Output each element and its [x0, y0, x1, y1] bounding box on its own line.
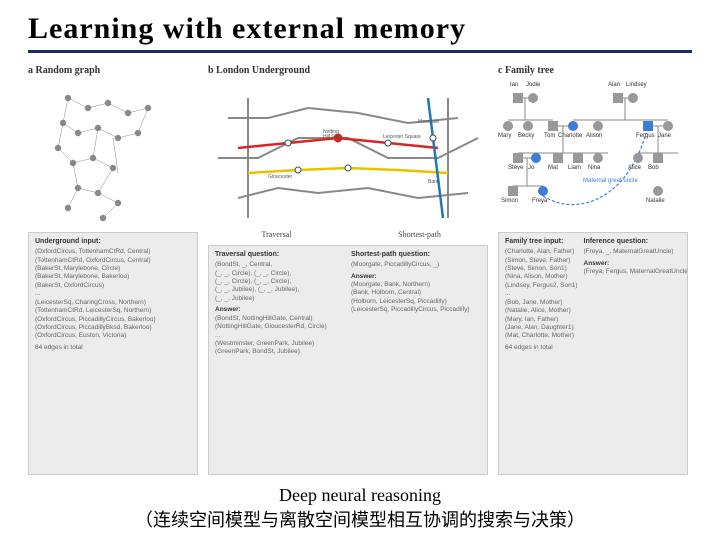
panel-b-trav-ans: (BondSt, NottingHillGate, Central)(Notti…	[215, 315, 345, 357]
text-line: (Charlotte, Alan, Father)	[505, 248, 578, 256]
panel-c: c Family tree	[498, 65, 688, 475]
panel-b-short-lines: (Moorgate, PiccadillyCircus, _)	[351, 261, 481, 269]
text-line: (_, _, Circle), (_, _, Circle),	[215, 278, 345, 286]
text-line: (Mary, Ian, Father)	[505, 316, 578, 324]
svg-text:Leicester Square: Leicester Square	[383, 134, 421, 140]
text-line: ...	[215, 332, 345, 340]
text-line: (Holborn, LeicesterSq, Piccadilly)	[351, 298, 481, 306]
figure-row: a Random graph	[28, 65, 692, 475]
text-line: (Moorgate, PiccadillyCircus, _)	[351, 261, 481, 269]
text-line: (Moorgate, Bank, Northern)	[351, 281, 481, 289]
text-line: (_, _, Jubilee)	[215, 295, 345, 303]
text-line: (BondSt, _, Central,	[215, 261, 345, 269]
text-line: (BakerSt, Marylebone, Circle)	[35, 265, 191, 273]
text-line: (BakerSt, OxfordCircus)	[35, 282, 191, 290]
panel-c-table: Family tree input: (Charlotte, Alan, Fat…	[498, 232, 688, 475]
panel-c-inf-ans: (Freya, Fergus, MaternalGreatUncle)	[584, 268, 689, 276]
text-line: (NottingHillGate, GloucesterRd, Circle)	[215, 323, 345, 331]
text-line: (TottenhamCtRd, LeicesterSq, Northern)	[35, 307, 191, 315]
svg-text:Moorgate: Moorgate	[418, 119, 439, 125]
text-line: (Mat, Charlotte, Mother)	[505, 332, 578, 340]
title-rule	[28, 50, 692, 53]
text-line: (OxfordCircus, TottenhamCtRd, Central)	[35, 248, 191, 256]
text-line: (TottenhamCtRd, OxfordCircus, Central)	[35, 257, 191, 265]
caption-line-2: （连续空间模型与离散空间模型相互协调的搜索与决策）	[28, 506, 692, 532]
panel-b-short-ans: (Moorgate, Bank, Northern)(Bank, Holborn…	[351, 281, 481, 315]
text-line: (OxfordCircus, PiccadillyBksd, Bakerloo)	[35, 324, 191, 332]
panel-b: b London Underground	[208, 65, 488, 475]
panel-a: a Random graph	[28, 65, 198, 475]
family-tree: Ian Jodie Alan Lindsey Mary Becky Tom Ch…	[498, 78, 688, 228]
text-line: (Westminster, GreenPark, Jubilee)	[215, 340, 345, 348]
london-underground: NottingHill Gate Leicester Square Moorga…	[208, 78, 488, 228]
panel-a-lines: (OxfordCircus, TottenhamCtRd, Central)(T…	[35, 248, 191, 341]
svg-text:Hill Gate: Hill Gate	[323, 134, 342, 140]
text-line: (BakerSt, Marylebone, Bakerloo)	[35, 273, 191, 281]
caption: Deep neural reasoning （连续空间模型与离散空间模型相互协调…	[28, 485, 692, 532]
text-line: (GreenPark, BondSt, Jubilee)	[215, 348, 345, 356]
text-line: (Steve, Simon, Son1)	[505, 265, 578, 273]
panel-b-trav-lines: (BondSt, _, Central,(_, _, Circle), (_, …	[215, 261, 345, 303]
slide-title: Learning with external memory	[28, 12, 692, 46]
text-line: (Simon, Steve, Father)	[505, 257, 578, 265]
panel-c-inp-lines: (Charlotte, Alan, Father)(Simon, Steve, …	[505, 248, 578, 341]
text-line: (Freya, Fergus, MaternalGreatUncle)	[584, 268, 689, 276]
text-line: (LeicesterSq, PiccadillyCircus, Piccadil…	[351, 306, 481, 314]
panel-a-table: Underground input: (OxfordCircus, Totten…	[28, 232, 198, 475]
sub-shortest: Shortest-path	[351, 230, 488, 239]
text-line: ...	[35, 290, 191, 298]
random-graph	[28, 78, 198, 228]
text-line: (Jane, Alan, Daughter1)	[505, 324, 578, 332]
panel-c-label: c Family tree	[498, 65, 688, 76]
text-line: (Bank, Holborn, Central)	[351, 289, 481, 297]
text-line: (BondSt, NottingHillGate, Central)	[215, 315, 345, 323]
text-line: (Bob, Jane, Mother)	[505, 299, 578, 307]
text-line: (Nina, Alison, Mother)	[505, 273, 578, 281]
panel-b-label: b London Underground	[208, 65, 488, 76]
svg-text:Gloucester: Gloucester	[268, 174, 293, 180]
text-line: (_, _, Circle), (_, _, Circle),	[215, 270, 345, 278]
sub-traversal: Traversal	[208, 230, 345, 239]
panel-a-label: a Random graph	[28, 65, 198, 76]
text-line: (OxfordCircus, Euston, Victoria)	[35, 332, 191, 340]
svg-text:Bank: Bank	[428, 179, 440, 185]
text-line: (Freya, _, MaternalGreatUncle)	[584, 248, 689, 256]
text-line: (_, _, Jubilee), (_, _, Jubilee),	[215, 286, 345, 294]
panel-b-table: Traversal question: (BondSt, _, Central,…	[208, 245, 488, 475]
caption-line-1: Deep neural reasoning	[28, 485, 692, 506]
text-line: (Lindsey, Fergus2, Son1)	[505, 282, 578, 290]
text-line: (LeicesterSq, CharingCross, Northern)	[35, 299, 191, 307]
panel-c-inf-lines: (Freya, _, MaternalGreatUncle)	[584, 248, 689, 256]
text-line: (Natalie, Alice, Mother)	[505, 307, 578, 315]
text-line: (OxfordCircus, PiccadillyCircus, Bakerlo…	[35, 316, 191, 324]
text-line: ...	[505, 290, 578, 298]
